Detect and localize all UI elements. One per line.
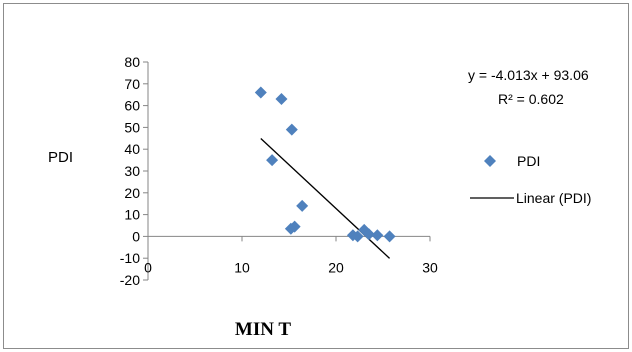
trendline-equation: y = -4.013x + 93.06: [468, 67, 589, 83]
y-tick-label: 10: [124, 207, 140, 223]
data-point: [275, 93, 288, 106]
data-point: [254, 86, 267, 99]
legend-diamond-marker: [484, 155, 496, 167]
y-tick-label: 80: [124, 54, 140, 70]
x-tick-label: 30: [422, 259, 438, 275]
trendline-r-squared: R² = 0.602: [498, 91, 564, 107]
data-point: [351, 230, 364, 243]
data-point: [285, 123, 298, 136]
data-point: [362, 228, 375, 241]
x-tick-label: 10: [234, 259, 250, 275]
x-tick-label: 0: [144, 259, 152, 275]
y-tick-label: 0: [132, 228, 140, 244]
y-tick-label: 70: [124, 76, 140, 92]
y-tick-label: -10: [120, 250, 140, 266]
data-point: [371, 229, 384, 242]
legend-label-pdi: PDI: [517, 153, 540, 169]
chart-frame: [3, 3, 629, 349]
x-tick-label: 20: [328, 259, 344, 275]
y-tick-label: 60: [124, 98, 140, 114]
x-axis-label: MIN T: [235, 319, 291, 340]
y-tick-label: 30: [124, 163, 140, 179]
y-tick-label: 50: [124, 119, 140, 135]
data-point: [266, 154, 279, 167]
legend-label-linear: Linear (PDI): [516, 190, 591, 206]
y-axis-label: PDI: [48, 149, 73, 166]
data-point: [288, 220, 301, 233]
data-points: [254, 86, 396, 243]
trendline: [260, 138, 391, 259]
data-point: [383, 230, 396, 243]
y-tick-label: 20: [124, 185, 140, 201]
y-tick-label: 40: [124, 141, 140, 157]
data-point: [296, 199, 309, 212]
trendline-group: [260, 138, 391, 259]
y-tick-label: -20: [120, 272, 140, 288]
